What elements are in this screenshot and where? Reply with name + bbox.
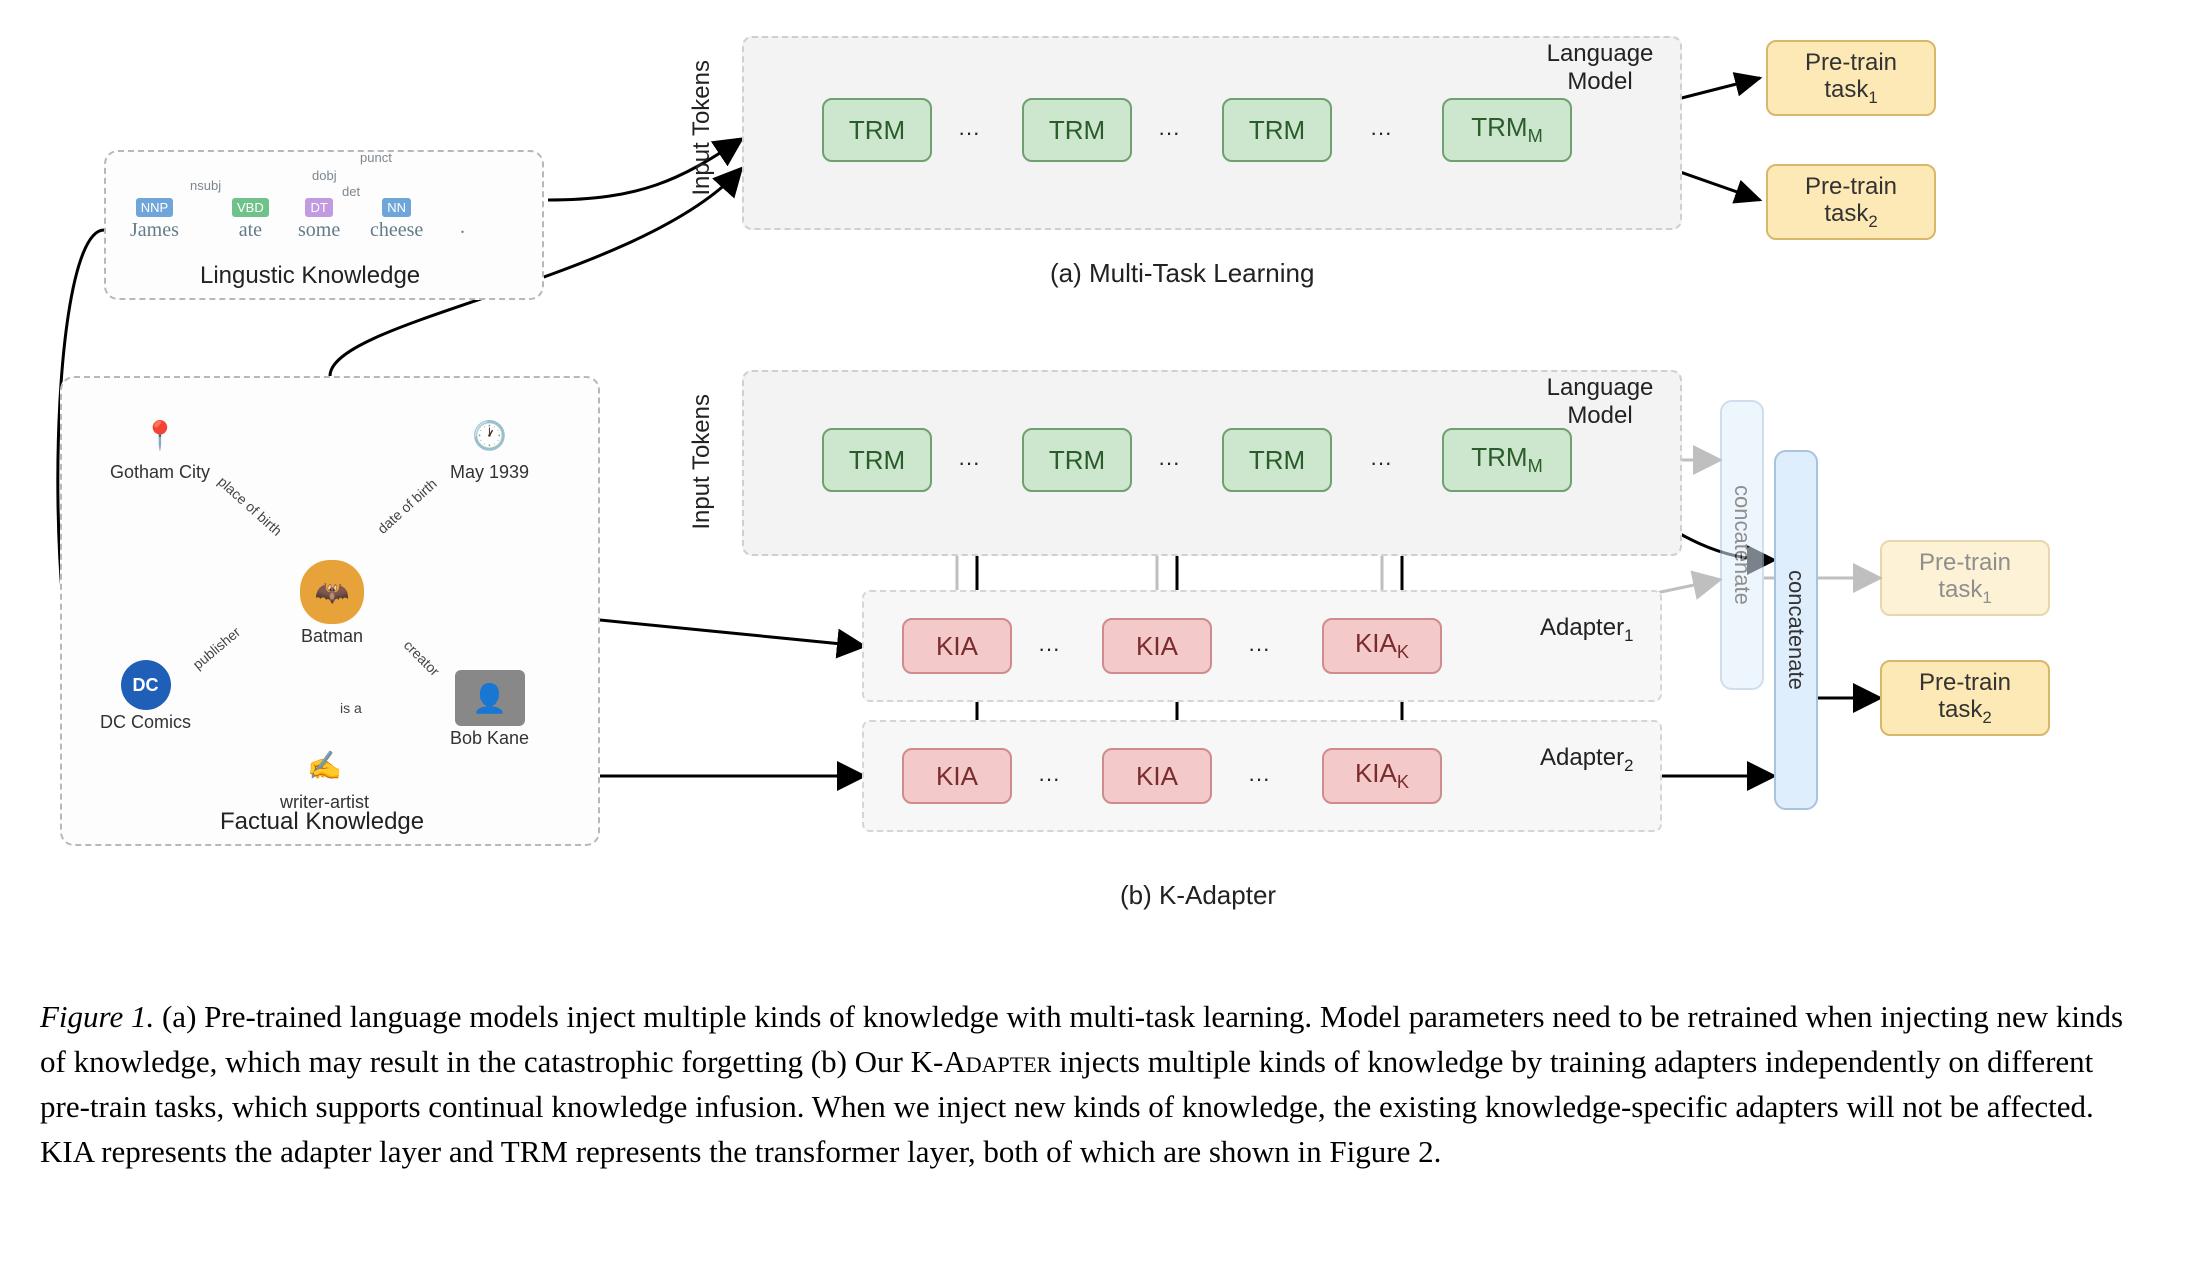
trm-a-1: TRM xyxy=(1022,98,1132,162)
dots: ··· xyxy=(1038,766,1060,792)
kg-label: Batman xyxy=(301,626,363,647)
kia1-0: KIA xyxy=(902,618,1012,674)
ling-token-2: DT some xyxy=(298,198,340,242)
adapter1-label: Adapter1 xyxy=(1540,614,1633,646)
kia1-2: KIAK xyxy=(1322,618,1442,674)
dep-dobj: dobj xyxy=(312,168,337,183)
lang-model-label-b: Language Model xyxy=(1530,374,1670,430)
dots: ··· xyxy=(1370,450,1392,476)
task-label: Pre-traintask1 xyxy=(1805,49,1897,108)
trm-label: TRM xyxy=(849,115,905,146)
trm-a-0: TRM xyxy=(822,98,932,162)
dep-nsubj: nsubj xyxy=(190,178,221,193)
figure-label: Figure 1. xyxy=(40,999,154,1034)
trm-b-0: TRM xyxy=(822,428,932,492)
tok-word: . xyxy=(460,216,465,239)
concat-1: concatenate xyxy=(1720,400,1764,690)
pretrain-task-a-2: Pre-traintask2 xyxy=(1766,164,1936,240)
dep-det: det xyxy=(342,184,360,199)
pos-tag: NN xyxy=(382,198,411,217)
kadapter-text: K-Adapter xyxy=(911,1044,1052,1079)
ling-token-3: NN cheese xyxy=(370,198,423,242)
task-label: Pre-traintask2 xyxy=(1919,669,2011,728)
kg-gotham: 📍 Gotham City xyxy=(110,410,210,483)
dots: ··· xyxy=(1370,120,1392,146)
trm-b-3: TRMM xyxy=(1442,428,1572,492)
dots: ··· xyxy=(1158,120,1180,146)
kia2-0: KIA xyxy=(902,748,1012,804)
adapter-label-text: Adapter1 xyxy=(1540,614,1633,641)
concat-label: concatenate xyxy=(1783,570,1809,690)
dots: ··· xyxy=(1248,636,1270,662)
trm-a-3: TRMM xyxy=(1442,98,1572,162)
dots: ··· xyxy=(958,450,980,476)
kia-label: KIA xyxy=(936,761,978,792)
task-label: Pre-traintask1 xyxy=(1919,549,2011,608)
panel-a-caption: (a) Multi-Task Learning xyxy=(1050,258,1314,289)
trm-label: TRM xyxy=(1249,445,1305,476)
lang-model-label-a: Language Model xyxy=(1530,40,1670,96)
dots: ··· xyxy=(1158,450,1180,476)
kg-label: Bob Kane xyxy=(450,728,529,749)
kg-bobkane: 👤 Bob Kane xyxy=(450,670,529,749)
tok-word: some xyxy=(298,219,340,242)
trm-label: TRM xyxy=(849,445,905,476)
kia1-1: KIA xyxy=(1102,618,1212,674)
tok-word: ate xyxy=(239,219,262,242)
kia-label: KIAK xyxy=(1355,758,1409,793)
dots: ··· xyxy=(1038,636,1060,662)
kg-edge-isa: is a xyxy=(340,700,362,716)
task-label: Pre-traintask2 xyxy=(1805,173,1897,232)
kg-label: DC Comics xyxy=(100,712,191,733)
tok-word: James xyxy=(130,219,179,242)
adapter-label-text: Adapter2 xyxy=(1540,744,1633,771)
kg-label: May 1939 xyxy=(450,462,529,483)
tok-word: cheese xyxy=(370,219,423,242)
trm-a-2: TRM xyxy=(1222,98,1332,162)
linguistic-title: Lingustic Knowledge xyxy=(200,262,420,290)
kg-label: writer-artist xyxy=(280,792,369,813)
pretrain-task-a-1: Pre-traintask1 xyxy=(1766,40,1936,116)
ling-token-0: NNP James xyxy=(130,198,179,242)
dep-punct: punct xyxy=(360,150,392,165)
ling-token-1: VBD ate xyxy=(232,198,269,242)
kg-label: Gotham City xyxy=(110,462,210,483)
kia-label: KIAK xyxy=(1355,628,1409,663)
kg-center-batman: 🦇 Batman xyxy=(300,560,364,647)
trm-label: TRM xyxy=(1049,445,1105,476)
pos-tag: NNP xyxy=(136,198,173,217)
kia-label: KIA xyxy=(1136,761,1178,792)
ling-token-4: . xyxy=(460,216,465,239)
kg-dc: DC DC Comics xyxy=(100,660,191,733)
kia-label: KIA xyxy=(936,631,978,662)
diagram-container: Lingustic Knowledge NNP James VBD ate DT… xyxy=(0,0,2188,965)
concat-2: concatenate xyxy=(1774,450,1818,810)
pos-tag: DT xyxy=(305,198,332,217)
input-tokens-label-b: Input Tokens xyxy=(688,394,716,530)
dots: ··· xyxy=(958,120,980,146)
adapter2-label: Adapter2 xyxy=(1540,744,1633,776)
kia2-1: KIA xyxy=(1102,748,1212,804)
dots: ··· xyxy=(1248,766,1270,792)
kg-may1939: 🕐 May 1939 xyxy=(450,410,529,483)
trm-b-2: TRM xyxy=(1222,428,1332,492)
pos-tag: VBD xyxy=(232,198,269,217)
kia2-2: KIAK xyxy=(1322,748,1442,804)
kia-label: KIA xyxy=(1136,631,1178,662)
concat-label: concatenate xyxy=(1729,485,1755,605)
kg-writer: ✍ writer-artist xyxy=(280,740,369,813)
input-tokens-label-a: Input Tokens xyxy=(688,60,716,196)
trm-b-1: TRM xyxy=(1022,428,1132,492)
trm-label: TRM xyxy=(1249,115,1305,146)
figure-caption: Figure 1. (a) Pre-trained language model… xyxy=(40,995,2148,1175)
pretrain-task-b-1: Pre-traintask1 xyxy=(1880,540,2050,616)
trm-label: TRM xyxy=(1049,115,1105,146)
trm-label: TRMM xyxy=(1471,442,1542,477)
trm-label: TRMM xyxy=(1471,112,1542,147)
panel-b-caption: (b) K-Adapter xyxy=(1120,880,1276,911)
pretrain-task-b-2: Pre-traintask2 xyxy=(1880,660,2050,736)
